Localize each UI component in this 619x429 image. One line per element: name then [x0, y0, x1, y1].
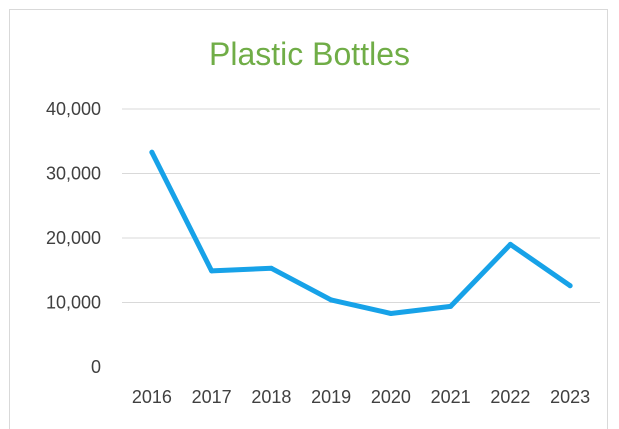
chart-title: Plastic Bottles: [209, 36, 410, 72]
x-tick-label: 2019: [311, 387, 351, 407]
y-tick-label: 0: [91, 357, 101, 377]
y-tick-label: 10,000: [46, 293, 101, 313]
chart-area: [9, 9, 608, 429]
series-line: [149, 149, 573, 316]
y-axis-tick-labels: 0 10,000 20,000 30,000 40,000: [46, 99, 101, 377]
series-layer: [149, 149, 573, 316]
data-point: [268, 265, 274, 271]
data-point: [149, 149, 155, 155]
x-tick-label: 2017: [192, 387, 232, 407]
y-tick-label: 20,000: [46, 228, 101, 248]
y-tick-label: 40,000: [46, 99, 101, 119]
x-tick-label: 2020: [371, 387, 411, 407]
y-tick-label: 30,000: [46, 164, 101, 184]
data-point: [567, 283, 573, 289]
x-axis-tick-labels: 2016 2017 2018 2019 2020 2021 2022 2023: [132, 387, 590, 407]
x-tick-label: 2021: [431, 387, 471, 407]
x-tick-label: 2023: [550, 387, 590, 407]
x-tick-label: 2016: [132, 387, 172, 407]
data-point: [388, 310, 394, 316]
data-point: [507, 241, 513, 247]
x-tick-label: 2022: [490, 387, 530, 407]
data-point: [328, 297, 334, 303]
gridlines: [122, 108, 600, 303]
data-point: [209, 268, 215, 274]
data-point: [448, 303, 454, 309]
x-tick-label: 2018: [251, 387, 291, 407]
